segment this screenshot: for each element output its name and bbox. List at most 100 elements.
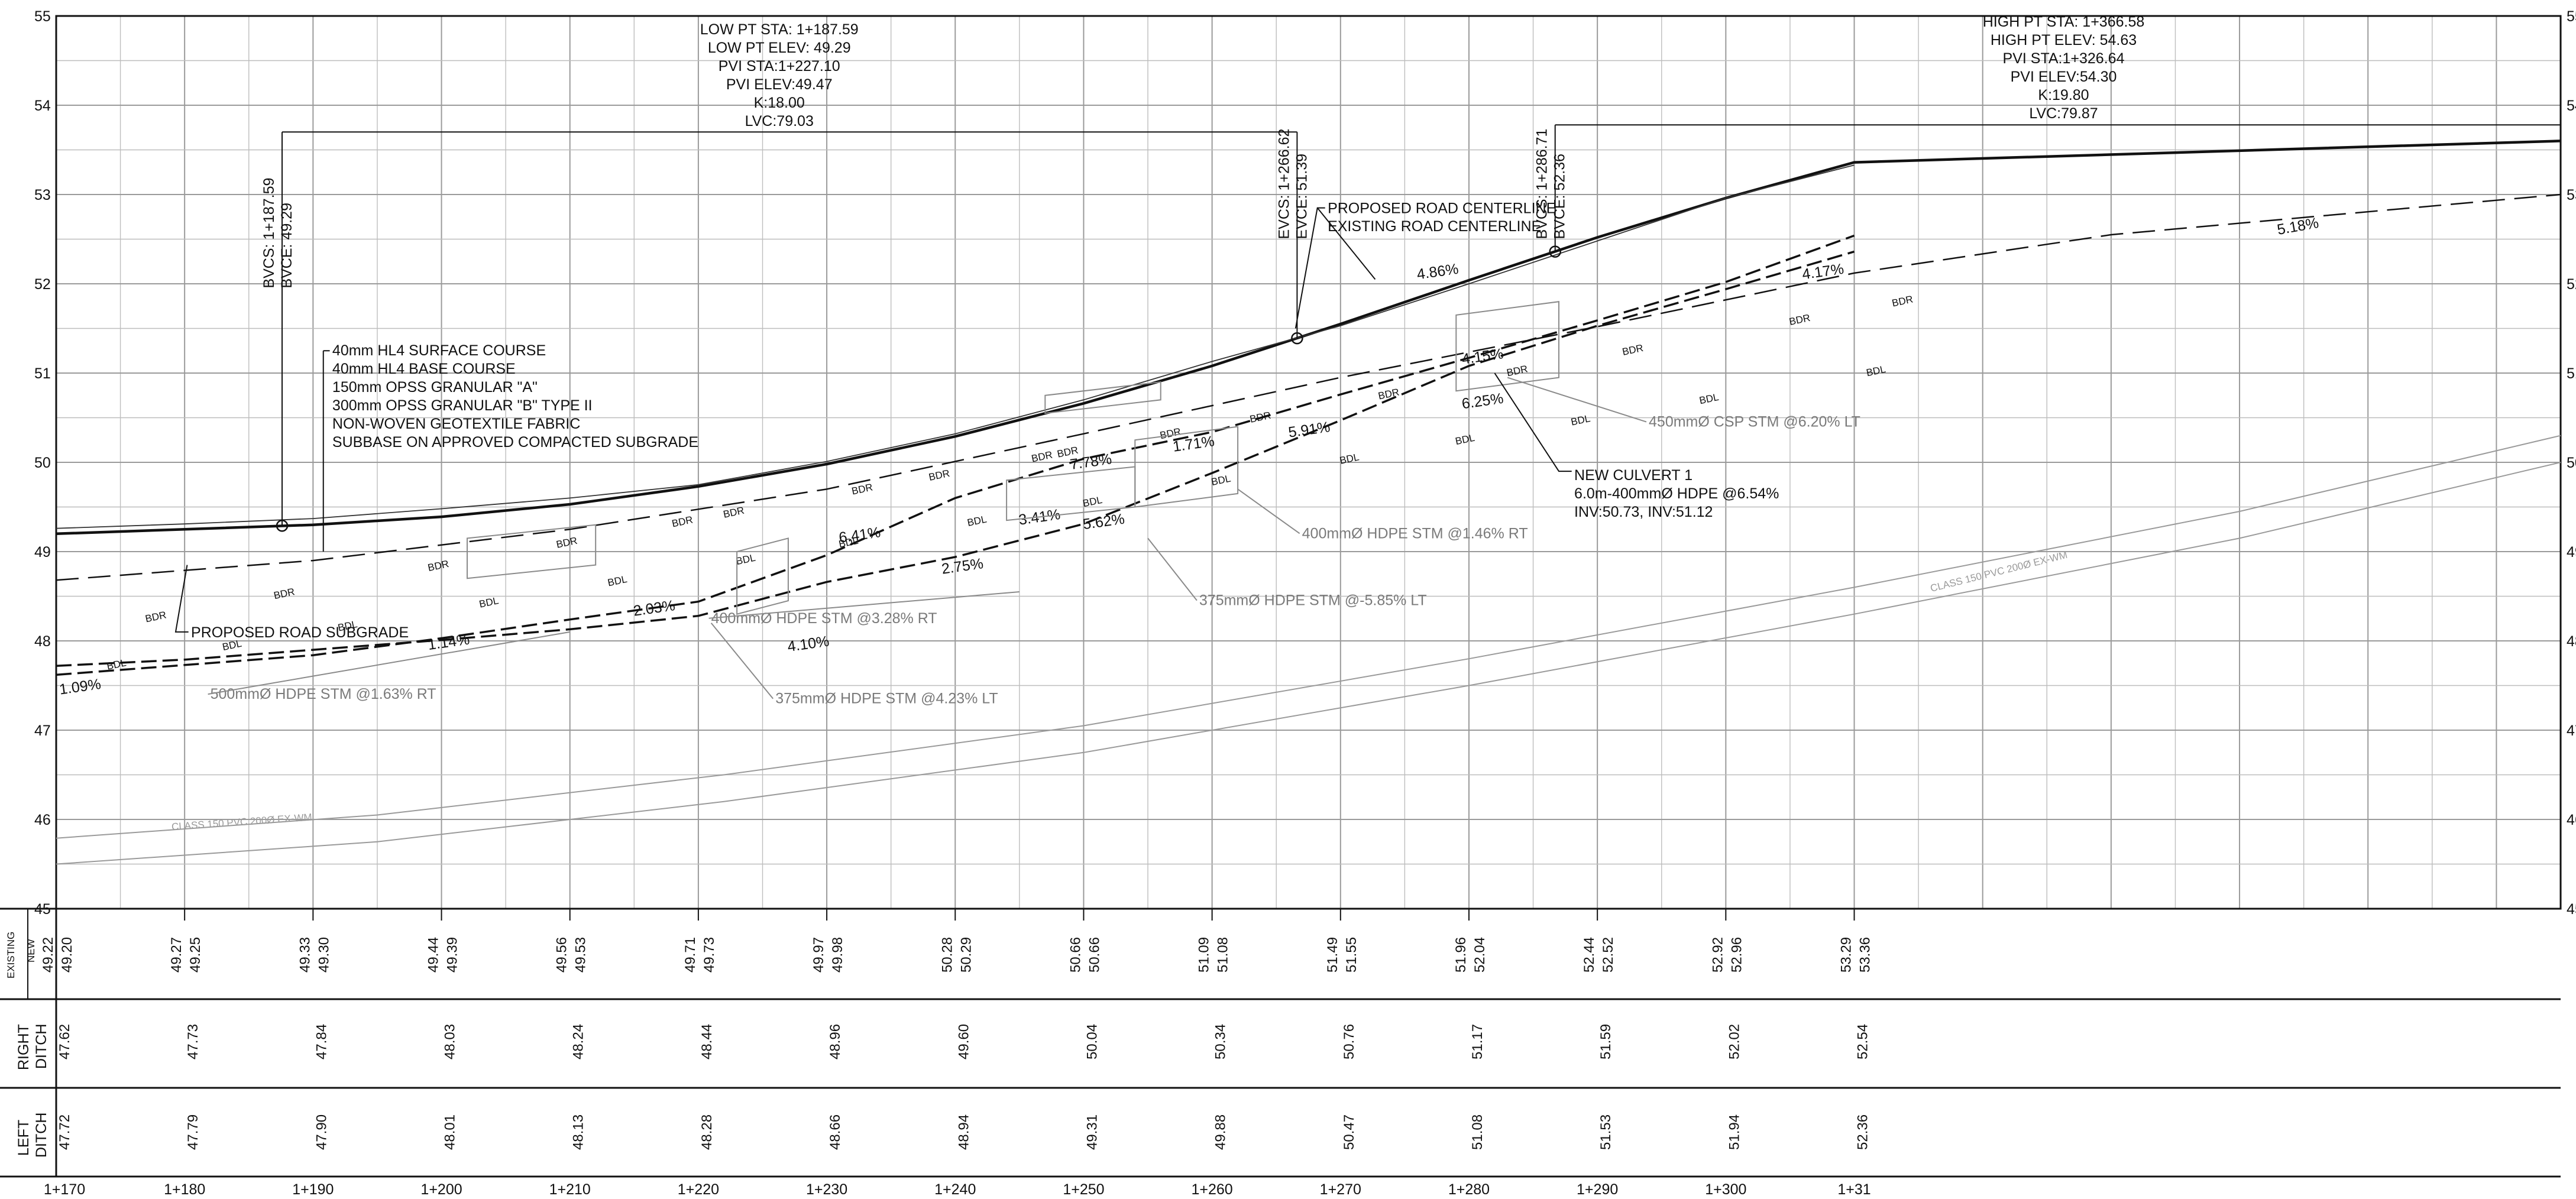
- elevation-tick-label: 52: [2567, 276, 2576, 293]
- culvert-leader: [1494, 372, 1572, 472]
- bdr-label: BDR: [928, 468, 951, 483]
- station-label: 1+190: [292, 1181, 334, 1198]
- high-point-info-line: HIGH PT STA: 1+366.58: [1983, 14, 2145, 30]
- storm-pipe-label: 500mmØ HDPE STM @1.63% RT: [211, 686, 436, 702]
- storm-pipe-leader: [1507, 377, 1647, 423]
- station-label: 1+270: [1320, 1181, 1361, 1198]
- storm-pipe-leader: [208, 631, 570, 695]
- bdl-label: BDL: [1698, 391, 1720, 406]
- culvert-label-line: NEW CULVERT 1: [1574, 467, 1692, 484]
- bdr-label: BDR: [427, 558, 450, 573]
- storm-pipe-outline: [1134, 426, 1239, 508]
- bdl-label: BDL: [607, 573, 628, 588]
- elevation-tick-label: 50: [2567, 455, 2576, 471]
- profile-callouts: 40mm HL4 SURFACE COURSE 40mm HL4 BASE COU…: [174, 200, 1779, 641]
- profile-grid: [55, 15, 2562, 910]
- station-label: 1+200: [420, 1181, 462, 1198]
- left-ditch-value: 47.72: [57, 1114, 73, 1150]
- left-ditch-value: 48.28: [699, 1114, 715, 1150]
- right-ditch-value: 48.44: [699, 1024, 715, 1059]
- high-point-info-line: HIGH PT ELEV: 54.63: [1991, 32, 2137, 48]
- elevation-tick-label: 52: [34, 276, 51, 293]
- existing-elevation-value: 49.22: [40, 937, 56, 973]
- left-ditch-value: 48.94: [956, 1114, 972, 1150]
- storm-pipe-outline: [1455, 301, 1559, 392]
- existing-elevation-value: 51.49: [1325, 937, 1341, 973]
- slope-label: 4.17%: [1801, 261, 1845, 283]
- storm-pipe-label: 375mmØ HDPE STM @-5.85% LT: [1199, 592, 1427, 609]
- bdr-label: BDR: [671, 514, 694, 529]
- slope-label: 5.18%: [2276, 215, 2320, 238]
- right-ditch-value: 52.54: [1855, 1024, 1871, 1059]
- row-label-left: LEFT: [15, 1120, 32, 1156]
- watermain-label-right: CLASS 150 PVC 200Ø EX-WM: [1929, 549, 2069, 594]
- storm-pipe-label: 400mmØ HDPE STM @1.46% RT: [1302, 525, 1528, 542]
- right-ditch-value: 51.17: [1470, 1024, 1486, 1059]
- culvert-label-line: INV:50.73, INV:51.12: [1574, 504, 1713, 520]
- left-ditch-value: 48.13: [571, 1114, 587, 1150]
- station-label: 1+170: [44, 1181, 85, 1198]
- station-label: 1+240: [934, 1181, 976, 1198]
- elevation-tick-label: 51: [34, 365, 51, 382]
- right-ditch-value: 48.03: [442, 1024, 458, 1059]
- elevation-axis-right: 45 46 47 48 49 50 51 52 53 54 55: [2567, 8, 2576, 918]
- elevation-tick-label: 49: [2567, 544, 2576, 560]
- bvc-station-label: BVCS: 1+187.59: [261, 178, 277, 289]
- pavement-structure-line: 150mm OPSS GRANULAR "A": [332, 379, 538, 396]
- left-ditch-value: 48.01: [442, 1114, 458, 1150]
- road-profiles: [56, 140, 2561, 581]
- bdl-label: BDL: [735, 552, 756, 567]
- elevation-tick-label: 45: [2567, 901, 2576, 918]
- existing-elevation-value: 50.28: [939, 937, 955, 973]
- evc-elevation-label: EVCE: 51.39: [1293, 154, 1310, 239]
- bdr-label: BDR: [1377, 386, 1400, 401]
- proposed-road-centerline: [56, 140, 2561, 536]
- new-elevation-value: 49.98: [830, 937, 846, 973]
- existing-elevation-value: 50.66: [1067, 937, 1083, 973]
- existing-elevation-value: 53.29: [1839, 937, 1855, 973]
- left-ditch-value: 51.53: [1598, 1114, 1614, 1150]
- new-elevation-value: 50.29: [958, 937, 974, 973]
- high-point-info-line: K:19.80: [2038, 87, 2089, 103]
- slope-label: 6.25%: [1461, 390, 1504, 413]
- existing-elevation-value: 51.09: [1196, 937, 1212, 973]
- right-ditch-value: 50.76: [1341, 1024, 1357, 1059]
- slope-label: 4.15%: [1461, 345, 1504, 368]
- high-point-info-line: LVC:79.87: [2029, 105, 2098, 122]
- new-elevation-value: 51.08: [1215, 937, 1231, 973]
- station-label: 1+250: [1063, 1181, 1104, 1198]
- left-ditch-value: 50.47: [1341, 1114, 1357, 1150]
- pavement-structure-line: 300mm OPSS GRANULAR "B" TYPE II: [332, 397, 593, 414]
- storm-pipe-label: 400mmØ HDPE STM @3.28% RT: [711, 610, 937, 627]
- storm-pipe-label: 450mmØ CSP STM @6.20% LT: [1649, 414, 1860, 430]
- left-ditch-value: 51.94: [1726, 1114, 1742, 1150]
- right-ditch-value: 50.04: [1084, 1024, 1100, 1059]
- pavement-structure-line: 40mm HL4 BASE COURSE: [332, 361, 516, 377]
- new-elevation-value: 52.52: [1600, 937, 1616, 973]
- right-ditch-value: 50.34: [1213, 1024, 1229, 1059]
- left-ditch-value: 49.31: [1084, 1114, 1100, 1150]
- watermain-line: [56, 462, 2561, 865]
- bdl-label: BDL: [1210, 473, 1231, 488]
- station-label: 1+300: [1705, 1181, 1746, 1198]
- storm-pipe-leader: [1237, 488, 1300, 534]
- elevation-tick-label: 53: [2567, 187, 2576, 203]
- right-ditch-value: 51.59: [1598, 1024, 1614, 1059]
- watermain-label-left: CLASS 150 PVC 200Ø EX-WM: [171, 812, 312, 833]
- pvc-circle-marker: [1549, 245, 1561, 258]
- existing-elevation-value: 49.71: [682, 937, 698, 973]
- elevation-tick-label: 48: [2567, 633, 2576, 650]
- bdr-label: BDR: [1506, 363, 1529, 378]
- storm-pipe-leader: [710, 623, 774, 699]
- storm-pipe-outline: [1044, 381, 1161, 414]
- elevation-tick-label: 46: [2567, 812, 2576, 828]
- left-ditch-value: 49.88: [1213, 1114, 1229, 1150]
- bdr-label: BDR: [1249, 410, 1272, 425]
- culvert-label-line: 6.0m-400mmØ HDPE @6.54%: [1574, 485, 1779, 502]
- slope-label: 6.41%: [838, 524, 882, 546]
- new-elevation-value: 52.96: [1729, 937, 1745, 973]
- bvc2-station-label: BVCS: 1+286.71: [1534, 129, 1551, 239]
- bdl-label: BDL: [1454, 432, 1475, 447]
